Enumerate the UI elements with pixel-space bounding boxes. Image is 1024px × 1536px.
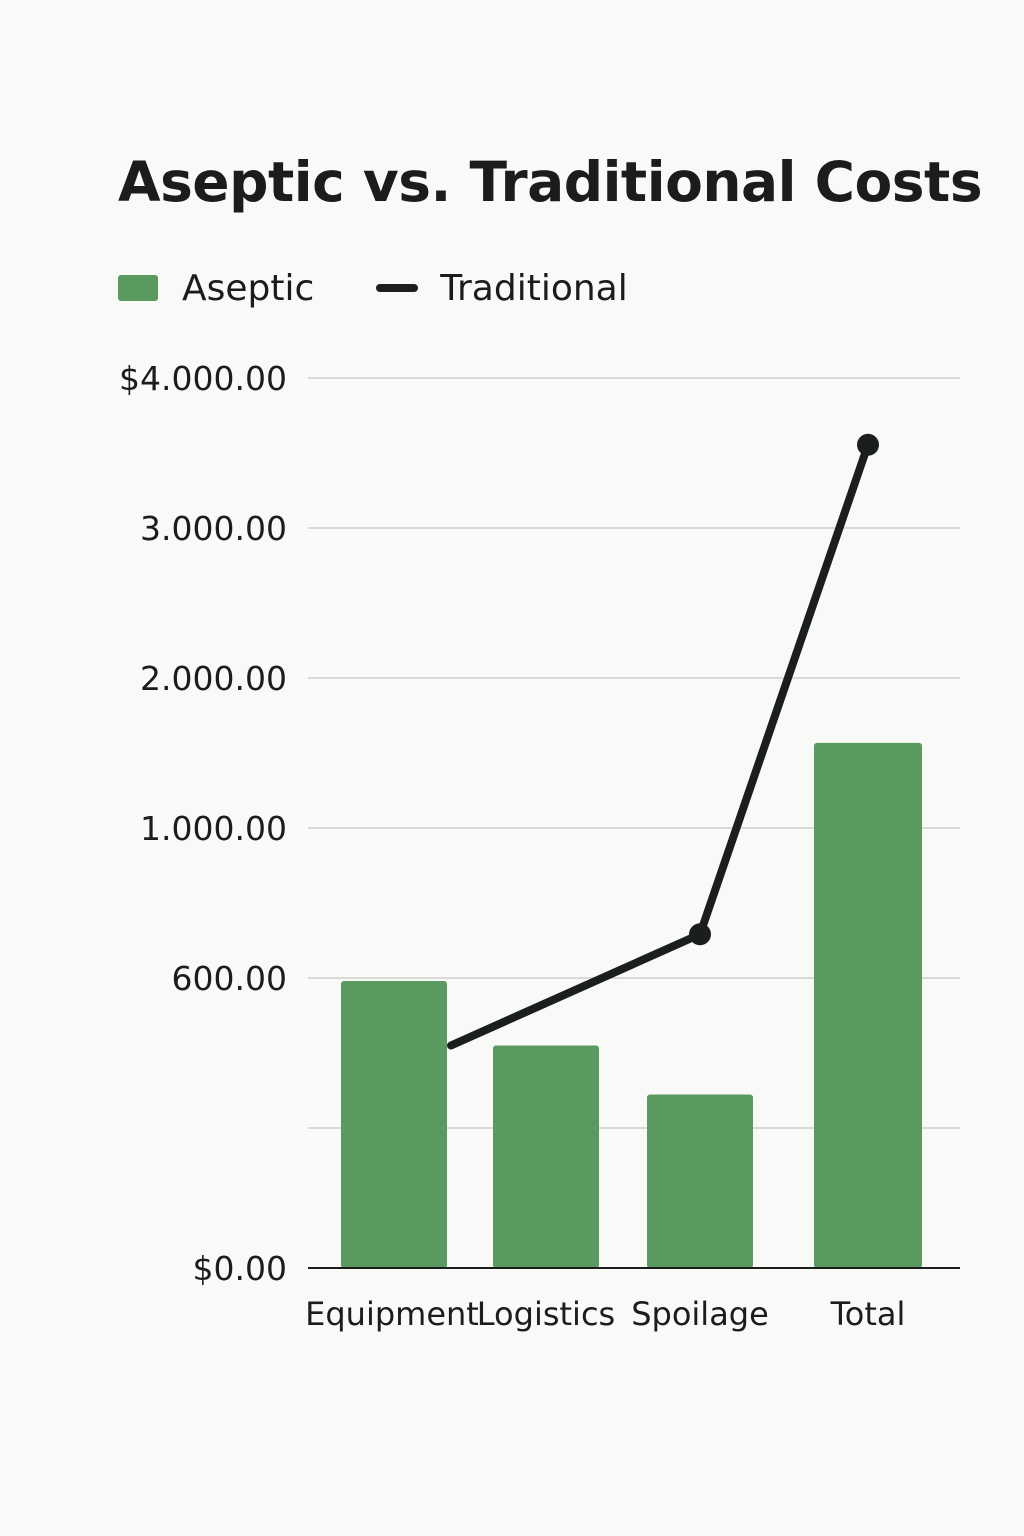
bar (647, 1094, 753, 1268)
chart-title: Aseptic vs. Traditional Costs (118, 150, 983, 214)
legend-item-traditional: Traditional (376, 267, 628, 309)
bar (341, 980, 447, 1268)
x-tick-label: Spoilage (631, 1295, 769, 1333)
bar (493, 1045, 599, 1268)
x-tick-label: Total (830, 1295, 906, 1333)
chart-legend: Aseptic Traditional (118, 266, 628, 310)
traditional-point (857, 433, 879, 456)
traditional-point (689, 923, 711, 946)
y-tick-label: 2.000.00 (140, 659, 287, 698)
legend-label-traditional: Traditional (440, 267, 628, 309)
legend-label-aseptic: Aseptic (182, 267, 315, 309)
x-tick-label: Equipment (305, 1295, 479, 1333)
y-tick-label: $4.000.00 (119, 359, 287, 398)
traditional-line (447, 440, 872, 1050)
y-tick-label: 3.000.00 (140, 509, 287, 548)
x-tick-label: Logistics (477, 1295, 615, 1333)
legend-item-aseptic: Aseptic (118, 268, 314, 309)
y-tick-label: $0.00 (193, 1249, 287, 1288)
y-tick-label: 1.000.00 (140, 809, 287, 848)
bar (814, 742, 922, 1268)
y-tick-label: 600.00 (172, 959, 287, 998)
legend-swatch-traditional (376, 284, 419, 292)
legend-swatch-aseptic (118, 275, 158, 301)
